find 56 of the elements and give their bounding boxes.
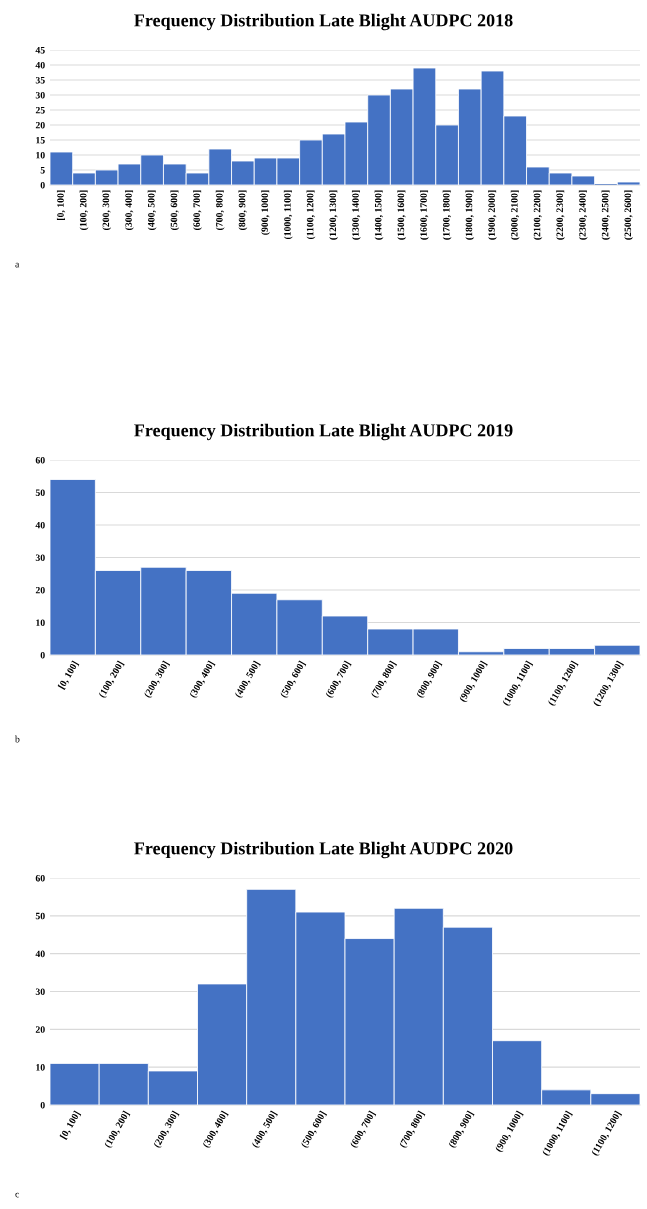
x-tick-label: (1500, 1600] — [397, 190, 407, 240]
y-tick-label: 50 — [35, 912, 45, 920]
text: c — [15, 1192, 20, 1198]
x-tick-label: (1000, 1100] — [283, 190, 293, 240]
x-tick-label: (2300, 2400] — [578, 190, 588, 240]
y-tick-label: 60 — [35, 456, 45, 464]
y-tick-label: 45 — [35, 46, 45, 54]
x-tick-label: (800, 900] — [238, 190, 248, 230]
x-tick-label: (2000, 2100] — [510, 190, 520, 240]
y-tick-label: 10 — [36, 151, 45, 159]
y-tick-label: 30 — [35, 91, 45, 99]
x-tick-label: (2400, 2500] — [601, 190, 611, 240]
y-tick-label: 10 — [36, 1064, 45, 1071]
x-tick-label: (400, 500] — [147, 190, 157, 230]
y-tick-label: 0 — [40, 1101, 45, 1109]
y-tick-label: 40 — [35, 521, 45, 529]
x-tick-label: (100, 200] — [79, 190, 89, 230]
x-tick-label: (300, 400] — [125, 190, 134, 230]
y-tick-label: 30 — [35, 988, 45, 995]
x-tick-label: (1700, 1800] — [442, 190, 452, 240]
x-tick-label: (1400, 1500] — [374, 190, 384, 240]
x-tick-label: (500, 600] — [170, 190, 180, 230]
x-tick-label: (2200, 2300] — [556, 190, 565, 240]
x-tick-label: (900, 1000] — [261, 190, 270, 235]
y-tick-label: 20 — [35, 121, 45, 129]
y-tick-label: 10 — [36, 619, 45, 626]
x-tick-label: (1900, 2000] — [488, 190, 497, 240]
x-tick-label: (2100, 2200] — [533, 190, 543, 240]
chart-title: Frequency Distribution Late Blight AUDPC 2019 — [134, 423, 513, 441]
x-tick-label: (1100, 1200] — [306, 190, 316, 240]
y-tick-label: 0 — [40, 651, 45, 659]
y-tick-label: 50 — [35, 489, 45, 496]
y-tick-label: 20 — [35, 1026, 45, 1033]
x-tick-label: (1800, 1900] — [465, 190, 475, 240]
y-tick-label: 0 — [40, 181, 45, 189]
x-tick-label: (1300, 1400] — [351, 190, 361, 240]
chart-title: Frequency Distribution Late Blight AUDPC 2018 — [134, 13, 513, 31]
x-tick-label: (2500, 2600] — [624, 190, 634, 240]
y-tick-label: 25 — [35, 106, 45, 114]
y-tick-label: 40 — [35, 950, 45, 958]
y-tick-label: 15 — [36, 136, 45, 144]
y-tick-label: 40 — [35, 61, 45, 69]
y-tick-label: 35 — [35, 76, 45, 84]
x-tick-label: [0, 100] — [56, 190, 66, 220]
y-tick-label: 20 — [35, 586, 45, 594]
x-tick-label: (1200, 1300] — [329, 190, 339, 240]
y-tick-label: 5 — [40, 167, 45, 174]
y-tick-label: 60 — [35, 874, 45, 882]
text: b — [15, 735, 20, 743]
y-tick-label: 30 — [35, 554, 45, 561]
x-tick-label: (200, 300] — [102, 190, 112, 230]
text: a — [15, 262, 20, 268]
x-tick-label: (600, 700] — [193, 190, 202, 230]
x-tick-label: (700, 800] — [215, 190, 225, 230]
x-tick-label: (1600, 1700] — [420, 190, 429, 240]
chart-title: Frequency Distribution Late Blight AUDPC 2020 — [134, 841, 513, 859]
